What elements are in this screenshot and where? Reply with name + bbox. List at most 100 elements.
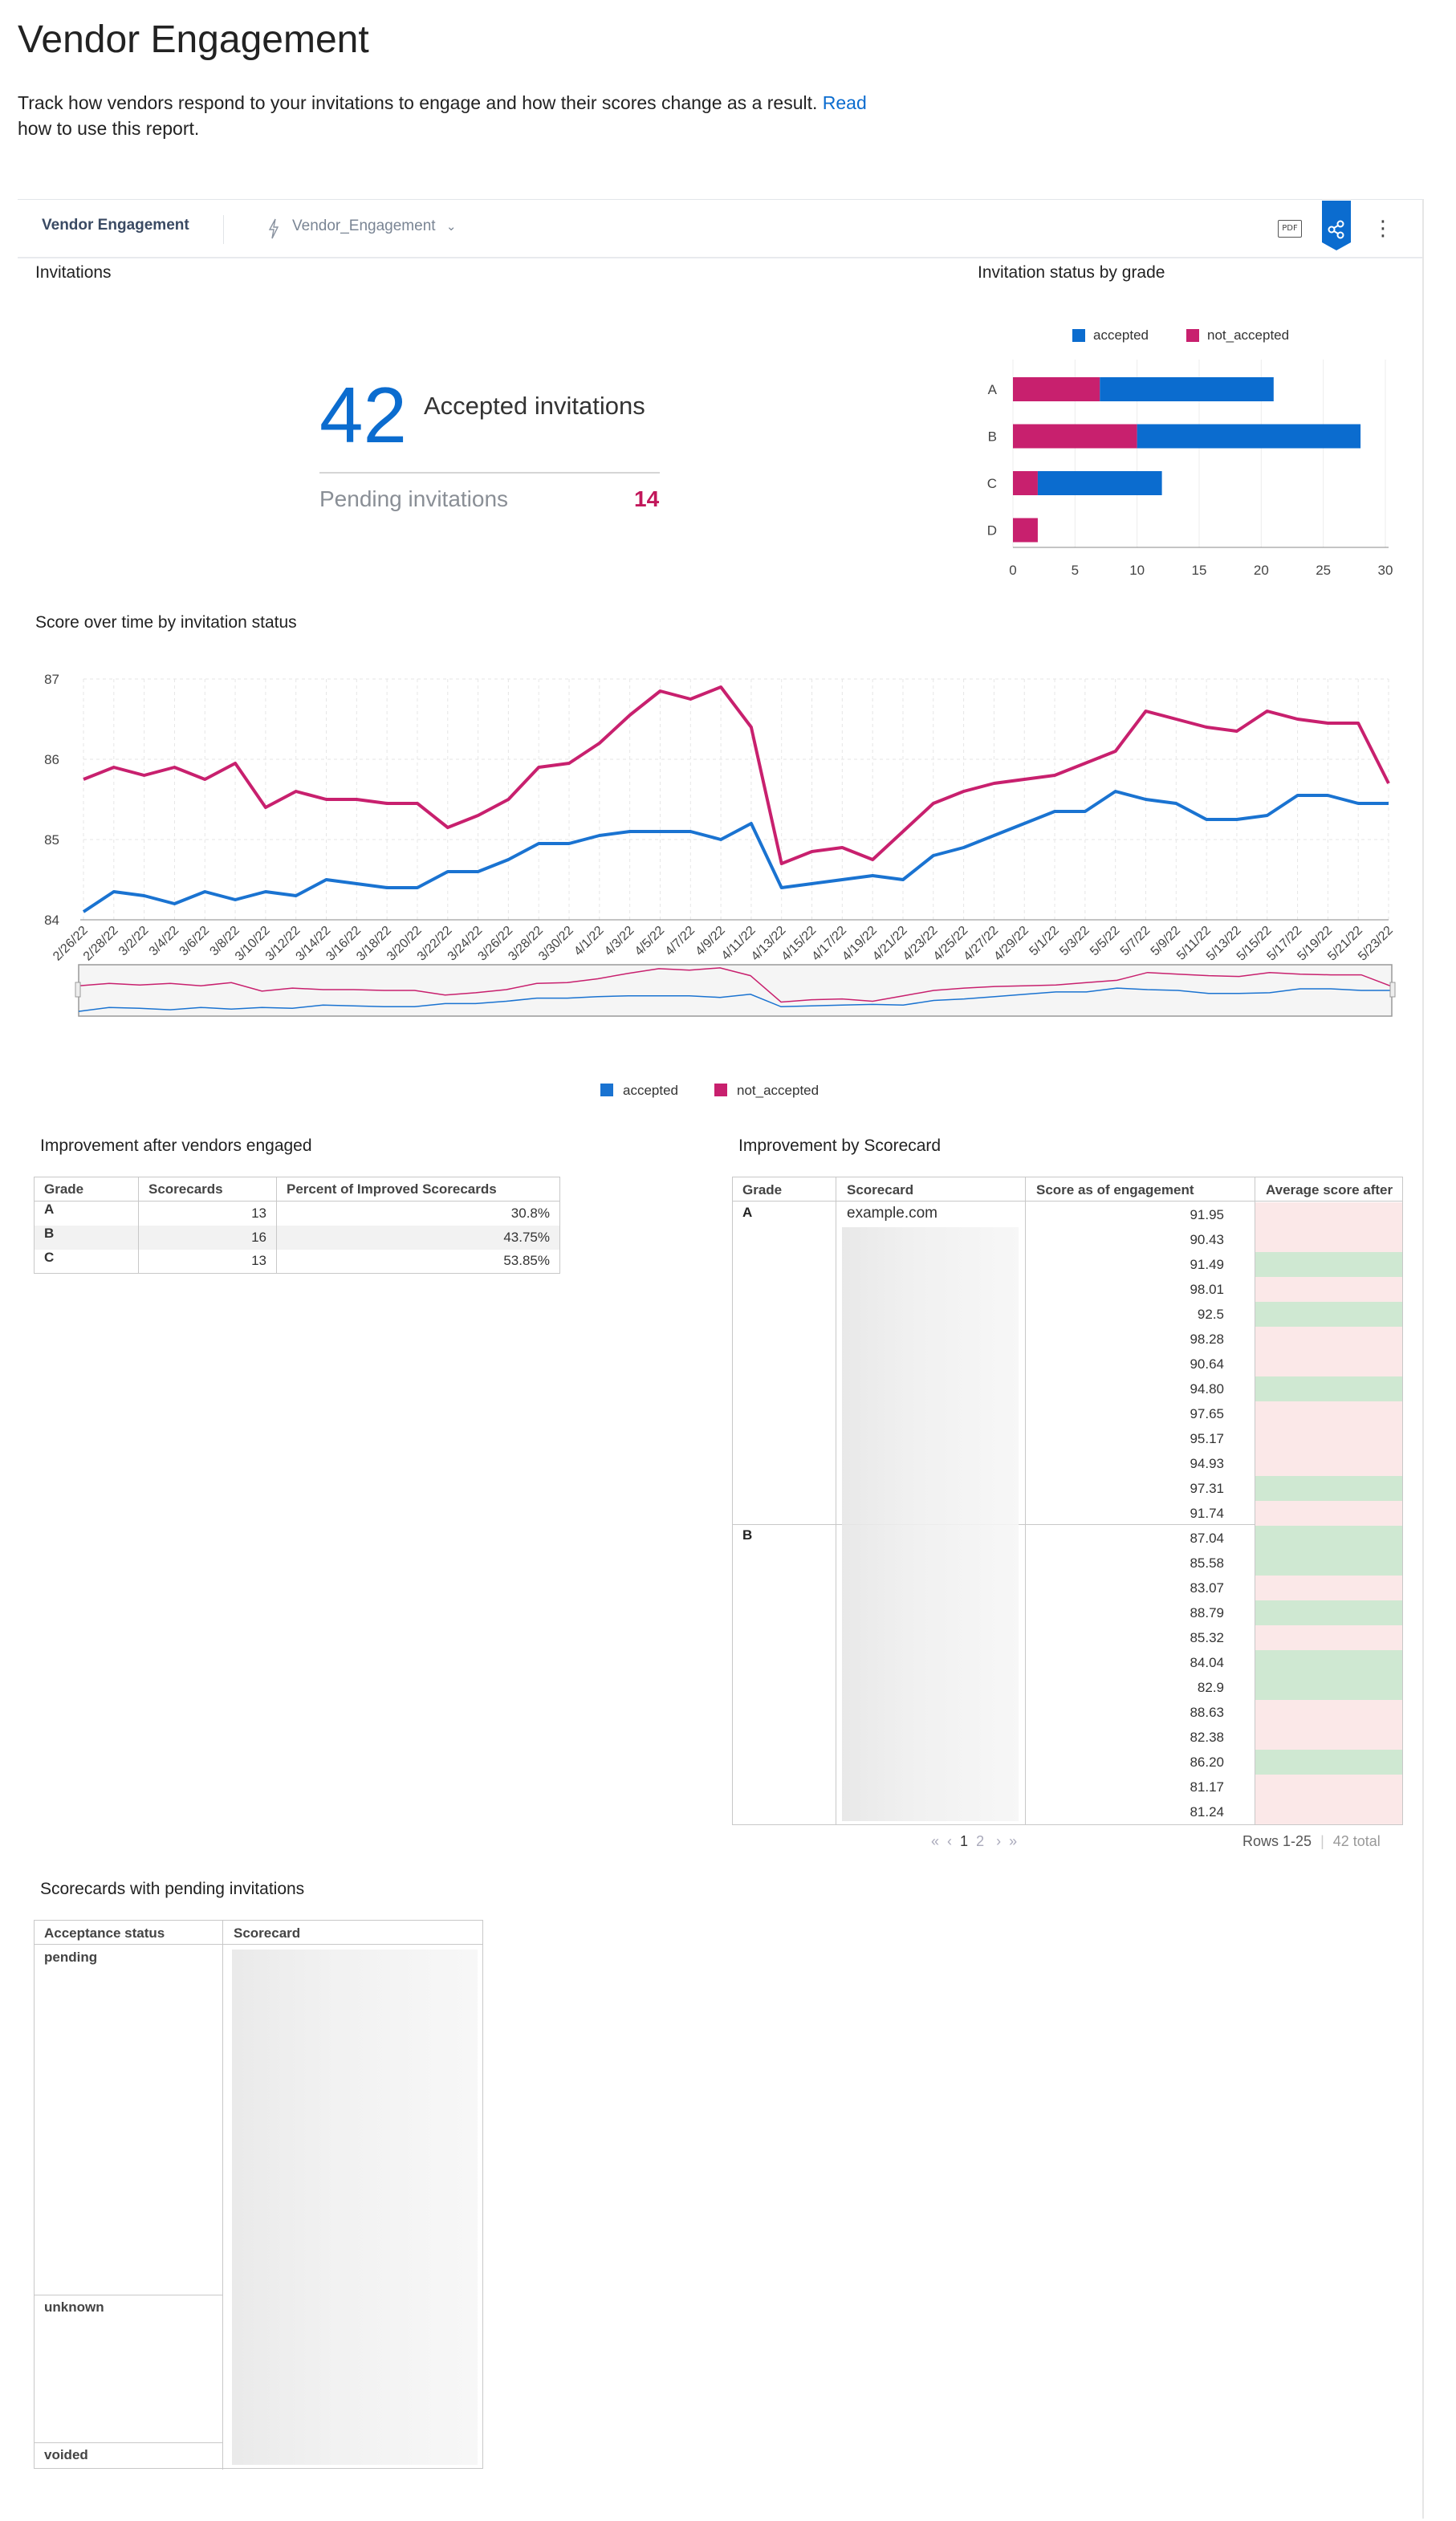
column-header-status[interactable]: Acceptance status [44,1925,165,1941]
table-row: 86.20 [733,1750,1402,1775]
average-after-cell [1255,1202,1402,1227]
series-line-accepted [82,790,1389,913]
column-header-score[interactable]: Score as of engagement [1036,1182,1194,1197]
column-header-average-after[interactable]: Average score after [1266,1182,1393,1197]
page-1-button[interactable]: 1 [960,1833,969,1849]
read-link[interactable]: Read [822,92,867,113]
score-cell: 94.93 [1190,1456,1224,1471]
grade-cell-b: B [742,1527,753,1543]
table-row: 90.43 [733,1227,1402,1252]
rows-info: Rows 1-25 | 42 total [1242,1833,1381,1849]
average-after-cell [1255,1376,1402,1401]
share-icon [1322,220,1351,254]
legend-label-not_accepted: not_accepted [737,1083,819,1098]
scorecards-cell: 16 [138,1225,277,1250]
x-tick-label: 15 [1192,563,1207,578]
score-over-time-chart: 2/26/222/28/223/2/223/4/223/6/223/8/223/… [44,672,1396,1098]
pending-label: Pending invitations [319,486,509,511]
score-cell: 90.43 [1190,1232,1224,1247]
page-2-button[interactable]: 2 [976,1833,985,1849]
score-cell: 87.04 [1190,1531,1224,1546]
column-header-scorecard[interactable]: Scorecard [234,1925,301,1941]
pdf-export-button[interactable]: PDF [1278,220,1302,238]
bar-not_accepted [1013,471,1038,495]
description-text: Track how vendors respond to your invita… [18,92,818,113]
table-row: 87.04 [733,1526,1402,1551]
x-tick-label: 3/30/22 [536,924,576,964]
series-line-not_accepted [83,685,1390,865]
description-tail: how to use this report. [18,118,200,139]
table-row: 95.17 [733,1426,1402,1451]
legend-swatch-accepted [1072,329,1085,342]
column-header-percent[interactable]: Percent of Improved Scorecards [276,1177,560,1202]
table-row: 91.74 [733,1501,1402,1526]
score-cell: 88.63 [1190,1705,1224,1720]
x-tick-label: 0 [1009,563,1016,578]
x-tick-label: 5/7/22 [1118,924,1153,959]
dashboard-panel [18,199,1424,2519]
status-by-grade-chart: accepted not_accepted 0 5 10 15 20 25 30 A B C D [987,327,1393,578]
table-row: 98.28 [733,1327,1402,1352]
x-tick-label: 5/3/22 [1057,924,1092,959]
column-header-grade[interactable]: Grade [34,1177,139,1202]
average-after-cell [1255,1252,1402,1277]
share-button[interactable] [1322,201,1351,254]
kpi-divider [319,472,660,474]
accepted-label: Accepted invitations [424,392,645,420]
score-cell: 88.79 [1190,1605,1224,1620]
last-page-button[interactable]: » [1009,1833,1018,1849]
column-header-scorecard[interactable]: Scorecard [847,1182,914,1197]
scorecards-cell: 13 [138,1249,277,1274]
score-cell: 98.28 [1190,1332,1224,1347]
average-after-cell [1255,1501,1402,1526]
score-cell: 82.9 [1197,1680,1224,1695]
y-tick-label: 86 [44,752,59,767]
column-divider [222,1921,223,2470]
rows-range: Rows 1-25 [1242,1833,1312,1849]
score-cell: 92.5 [1197,1307,1224,1322]
table-row: 91.95 [733,1202,1402,1227]
score-cell: 86.20 [1190,1755,1224,1770]
dashboard-name: Vendor Engagement [42,217,189,234]
improvement-scorecard-table[interactable]: Grade Scorecard Score as of engagement A… [732,1177,1403,1825]
average-after-cell [1255,1401,1402,1426]
chevron-down-icon: ⌄ [445,219,457,234]
score-cell: 85.32 [1190,1630,1224,1645]
average-after-cell [1255,1227,1402,1252]
average-after-cell [1255,1675,1402,1700]
pending-scorecards-title: Scorecards with pending invitations [40,1880,305,1898]
more-options-button[interactable]: ⋮ [1373,217,1393,241]
average-after-cell [1255,1476,1402,1501]
score-cell: 85.58 [1190,1555,1224,1571]
table-row: 88.79 [733,1600,1402,1625]
average-after-cell [1255,1700,1402,1725]
data-source-dropdown[interactable]: Vendor_Engagement ⌄ [292,218,456,235]
next-page-button[interactable]: › [996,1833,1002,1849]
column-header-grade[interactable]: Grade [742,1182,783,1197]
average-after-cell [1255,1576,1402,1600]
average-after-cell [1255,1799,1402,1824]
x-tick-label: 4/7/22 [663,924,698,959]
table-row: 94.93 [733,1451,1402,1476]
column-divider [1025,1177,1026,1824]
table-row: 90.64 [733,1352,1402,1376]
legend-swatch-not_accepted [714,1084,727,1096]
group-divider [35,2442,222,2443]
table-row: B 16 43.75% [34,1225,560,1250]
first-page-button[interactable]: « [931,1833,940,1849]
bar-accepted [1037,471,1162,495]
column-header-scorecards[interactable]: Scorecards [138,1177,277,1202]
average-after-cell [1255,1352,1402,1376]
table-row: 82.9 [733,1675,1402,1700]
average-after-cell [1255,1277,1402,1302]
prev-page-button[interactable]: ‹ [947,1833,953,1849]
score-cell: 84.04 [1190,1655,1224,1670]
x-tick-label: 20 [1254,563,1269,578]
x-tick-label: 5 [1072,563,1079,578]
score-cell: 95.17 [1190,1431,1224,1446]
table-row: 85.32 [733,1625,1402,1650]
table-row: 84.04 [733,1650,1402,1675]
legend-swatch-not_accepted [1186,329,1199,342]
pending-scorecards-table[interactable]: Acceptance status Scorecard pending unkn… [34,1920,483,2470]
average-after-cell [1255,1302,1402,1327]
